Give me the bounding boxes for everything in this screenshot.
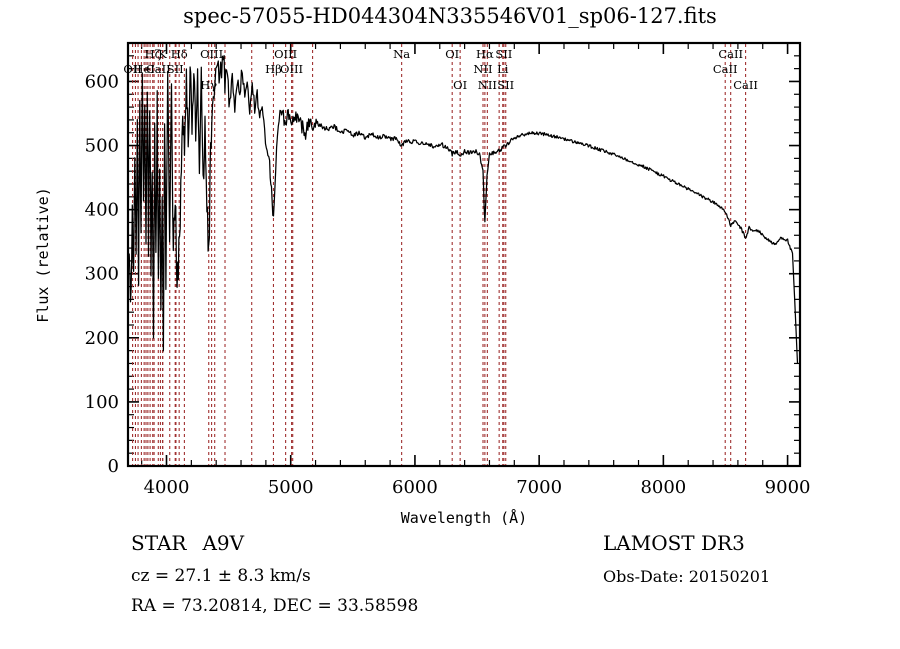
spectral-line-label: OIII <box>200 47 223 61</box>
footer-left-block: STAR A9V cz = 27.1 ± 8.3 km/s RA = 73.208… <box>131 531 561 616</box>
y-tick-label: 200 <box>85 328 119 349</box>
spectral-line-label: Hβ <box>265 62 282 76</box>
spectral-line-label: NII <box>478 78 497 92</box>
spectral-line-label: SII <box>497 78 514 92</box>
spectral-line-label: OI <box>453 78 467 92</box>
y-tick-label: 0 <box>108 456 119 477</box>
spectral-line-label: CaII <box>146 62 171 76</box>
spectral-line-label: HeI <box>133 62 154 76</box>
spectral-line-label: Li <box>497 62 509 76</box>
x-axis-title: Wavelength (Å) <box>401 508 527 527</box>
y-tick-label: 300 <box>85 264 119 285</box>
flux-trace <box>128 54 799 364</box>
spectral-line-label: NII <box>473 62 492 76</box>
spectral-line-label: Hγ <box>200 78 217 92</box>
x-tick-label: 9000 <box>765 477 811 498</box>
spectral-line-label: OIII <box>280 62 303 76</box>
x-tick-label: 6000 <box>392 477 438 498</box>
spectral-line-label: Hα <box>476 47 494 61</box>
spectral-line-label: SII <box>167 62 184 76</box>
y-tick-label: 500 <box>85 136 119 157</box>
spectral-line-label: OIII <box>274 47 297 61</box>
page-title: spec-57055-HD044304N335546V01_sp06-127.f… <box>183 4 717 28</box>
y-tick-label: 100 <box>85 392 119 413</box>
tick-label-group: 4000 5000 6000 7000 8000 9000 0 100 200 300 400 500… <box>85 71 811 498</box>
obs-date-label: Obs-Date: 20150201 <box>603 567 771 586</box>
footer-right-block: LAMOST DR3 Obs-Date: 20150201 <box>603 531 893 586</box>
x-tick-label: 5000 <box>268 477 314 498</box>
spectral-line-label: OI <box>445 47 459 61</box>
spectral-line-label: CaII <box>718 47 743 61</box>
spectral-line-label: OII <box>123 62 142 76</box>
coordinates-row: RA = 73.20814, DEC = 33.58598 <box>131 596 419 616</box>
spectral-line-label: Na <box>393 47 410 61</box>
line-marker-group <box>132 44 747 465</box>
spectral-line-label: Hδ <box>171 47 188 61</box>
axis-title-group: Wavelength (Å) Flux (relative) <box>34 187 527 527</box>
spectral-class-label: A9V <box>202 531 245 555</box>
spectral-line-label: CaII <box>713 62 738 76</box>
survey-label: LAMOST DR3 <box>603 531 745 555</box>
y-tick-label: 400 <box>85 200 119 221</box>
x-tick-label: 7000 <box>516 477 562 498</box>
spectrum-curve <box>128 54 799 364</box>
object-type-label: STAR <box>131 531 187 555</box>
y-tick-label: 600 <box>85 71 119 92</box>
x-tick-label: 8000 <box>640 477 686 498</box>
velocity-row: cz = 27.1 ± 8.3 km/s <box>131 566 311 586</box>
spectral-line-label: CaII <box>733 78 758 92</box>
star-type-row: STAR A9V <box>131 531 561 555</box>
spectral-line-label: Hζ <box>145 47 161 61</box>
spectral-line-label: K <box>158 47 167 61</box>
spectral-line-label: SII <box>495 47 512 61</box>
x-tick-label: 4000 <box>144 477 190 498</box>
y-axis-title: Flux (relative) <box>34 187 52 322</box>
